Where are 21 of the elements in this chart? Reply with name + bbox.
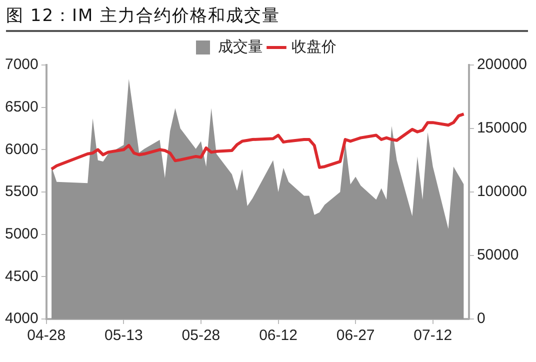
y-tick-label: 5000 xyxy=(4,225,38,242)
x-tick-label: 06-12 xyxy=(259,327,298,344)
y2-tick-label: 100000 xyxy=(476,183,528,200)
y-tick-label: 6000 xyxy=(4,140,38,158)
y2-tick-label: 0 xyxy=(476,310,486,328)
x-tick-label: 04-28 xyxy=(27,327,66,344)
x-tick-label: 07-12 xyxy=(414,327,452,344)
y-tick-label: 4500 xyxy=(4,268,38,285)
x-tick-label: 05-13 xyxy=(104,327,143,344)
y2-tick-label: 50000 xyxy=(476,246,519,264)
y2-tick-label: 150000 xyxy=(476,120,528,137)
y2-tick-label: 200000 xyxy=(476,56,528,74)
chart-title: 图 12：IM 主力合约价格和成交量 xyxy=(6,4,528,32)
y-tick-label: 6500 xyxy=(4,98,38,116)
legend-label: 收盘价 xyxy=(292,37,336,56)
y-tick-label: 4000 xyxy=(4,310,38,328)
y-tick-label: 5500 xyxy=(4,183,38,200)
y-tick-label: 7000 xyxy=(4,56,38,74)
legend-label: 成交量 xyxy=(218,37,263,56)
x-tick-label: 05-28 xyxy=(182,327,220,344)
x-tick-label: 06-27 xyxy=(336,327,375,344)
